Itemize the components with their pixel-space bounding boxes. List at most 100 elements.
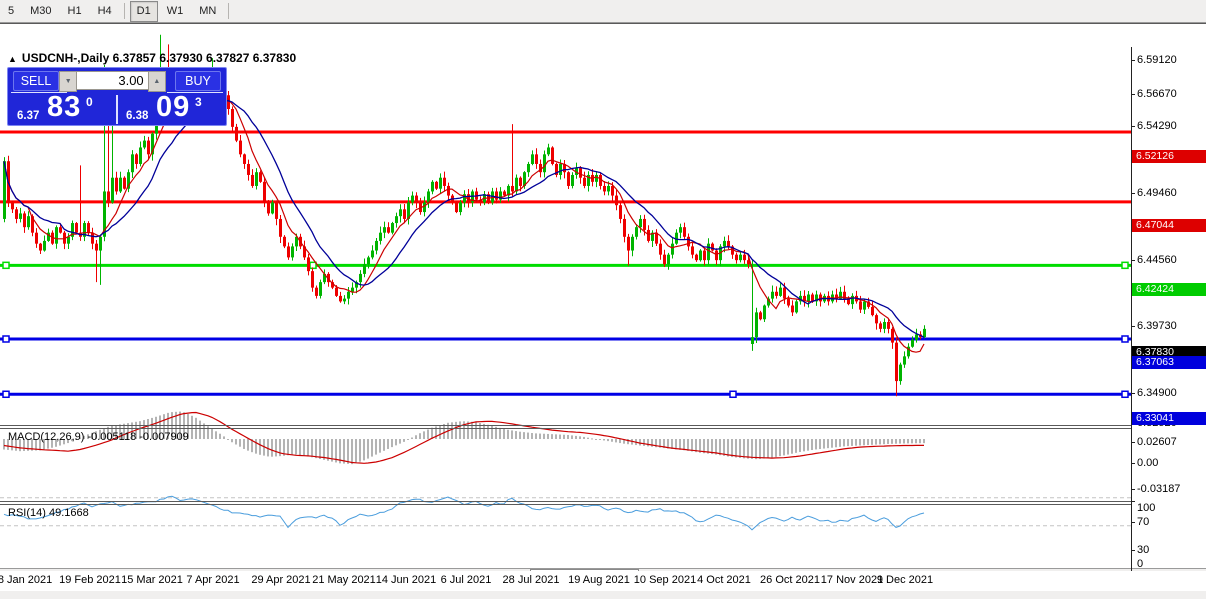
macd-histogram-bar (15, 439, 17, 451)
volume-increase-button[interactable]: ▲ (147, 71, 167, 92)
macd-histogram-bar (627, 439, 629, 445)
candle-body (307, 257, 310, 272)
candle-body (311, 271, 314, 288)
macd-histogram-bar (655, 439, 657, 448)
candle-body (751, 337, 754, 344)
candle-body (675, 232, 678, 244)
price-axis-label: 6.54290 (1137, 120, 1177, 133)
macd-histogram-bar (287, 439, 289, 456)
macd-histogram-bar (819, 439, 821, 450)
macd-pane-separator[interactable] (0, 425, 1131, 426)
candle-body (579, 168, 582, 178)
candle-body (39, 243, 42, 251)
candle-body (399, 209, 402, 217)
candle-body (339, 295, 342, 302)
timeframe-button-w1[interactable]: W1 (166, 4, 184, 17)
candle-body (395, 216, 398, 224)
level-line-handle[interactable] (1121, 261, 1129, 270)
level-line-handle[interactable] (1121, 335, 1129, 343)
macd-histogram-bar (859, 439, 861, 446)
date-axis-label: 9 Dec 2021 (876, 574, 934, 586)
timeframe-button-mn[interactable]: MN (199, 4, 217, 17)
candle-body (111, 177, 114, 203)
macd-histogram-bar (335, 439, 337, 463)
macd-histogram-bar (503, 428, 505, 439)
macd-histogram-bar (95, 431, 97, 439)
buy-price-display[interactable]: 6.38 09 3 (118, 91, 224, 124)
candle-body (315, 287, 318, 296)
timeframe-button-m30[interactable]: M30 (30, 4, 52, 17)
macd-histogram-bar (255, 439, 257, 454)
rsi-pane-separator-2 (0, 504, 1131, 505)
candle-body (443, 177, 446, 186)
macd-histogram-bar (323, 439, 325, 460)
level-line-handle[interactable] (1121, 390, 1129, 399)
macd-histogram-bar (327, 439, 329, 461)
candle-body (863, 301, 866, 310)
macd-histogram-bar (811, 439, 813, 451)
macd-histogram-bar (611, 439, 613, 442)
macd-histogram-bar (475, 422, 477, 439)
level-line-handle[interactable] (2, 390, 10, 399)
macd-histogram-bar (903, 439, 905, 444)
candle-body (655, 232, 658, 244)
trade-panel-top-row: SELL ▼ 3.00 ▲ BUY (8, 68, 226, 92)
candle-body (787, 298, 790, 306)
macd-histogram-bar (395, 439, 397, 446)
macd-histogram-bar (191, 415, 193, 439)
price-level-badge: 6.33041 (1132, 411, 1206, 425)
level-line-handle[interactable] (729, 390, 737, 399)
timeframe-button-h1[interactable]: H1 (67, 4, 82, 17)
timeframe-button-h4[interactable]: H4 (97, 4, 112, 17)
volume-decrease-button[interactable]: ▼ (59, 71, 78, 92)
macd-histogram-bar (863, 439, 865, 446)
macd-histogram-bar (799, 439, 801, 452)
macd-histogram-bar (379, 439, 381, 453)
timeframe-button-d1[interactable]: D1 (129, 0, 158, 22)
price-axis-tick (1131, 126, 1135, 128)
candle-body (231, 108, 234, 127)
price-level-badge: 6.52126 (1132, 149, 1206, 163)
candle-body (635, 227, 638, 237)
price-axis-label: 6.34900 (1137, 386, 1177, 399)
macd-histogram-bar (439, 425, 441, 439)
macd-histogram-bar (555, 434, 557, 439)
sell-button[interactable]: SELL (13, 71, 59, 91)
candle-body (815, 294, 818, 302)
macd-histogram-bar (531, 432, 533, 439)
price-chart[interactable] (0, 23, 1131, 548)
rsi-pane-separator[interactable] (0, 501, 1131, 502)
volume-input[interactable]: 3.00 (77, 71, 148, 90)
candle-body (903, 356, 906, 365)
rsi-axis-tick (1131, 521, 1135, 523)
macd-histogram-bar (267, 439, 269, 457)
candle-body (643, 218, 646, 230)
candle-body (715, 250, 718, 261)
price-axis-tick (1131, 59, 1135, 61)
candle-body (75, 223, 78, 233)
candle-body (595, 174, 598, 182)
macd-histogram-bar (319, 439, 321, 460)
candle-body (799, 295, 802, 302)
candle-body (227, 95, 230, 109)
candle-body (259, 172, 262, 182)
candle-body (883, 321, 886, 329)
candle-body (11, 202, 14, 210)
level-line-handle[interactable] (2, 261, 10, 270)
buy-button[interactable]: BUY (175, 71, 221, 91)
candle-body (663, 254, 666, 265)
macd-histogram-bar (687, 439, 689, 451)
candle-body (267, 202, 270, 214)
level-line-handle[interactable] (2, 335, 10, 343)
candle-body (147, 140, 150, 155)
macd-histogram-bar (719, 439, 721, 456)
macd-axis-tick (1131, 463, 1135, 464)
timeframe-button-5[interactable]: 5 (8, 4, 15, 17)
sell-price-display[interactable]: 6.37 83 0 (9, 91, 118, 124)
date-axis-label: 28 Jan 2021 (0, 574, 53, 586)
candle-body (371, 250, 374, 258)
macd-histogram-bar (619, 439, 621, 444)
collapse-triangle-icon[interactable]: ▲ (8, 54, 17, 64)
date-axis-label: 17 Nov 2021 (820, 574, 884, 586)
